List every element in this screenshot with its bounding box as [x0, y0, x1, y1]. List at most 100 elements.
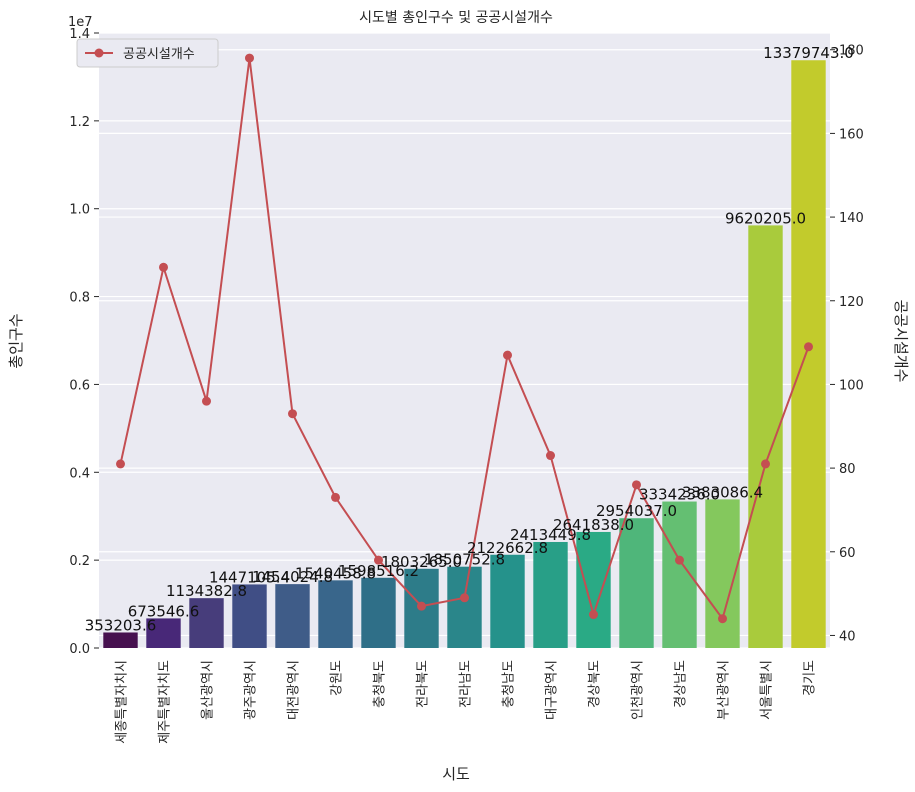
bar-value-label: 2122662.8: [467, 539, 548, 557]
legend-label: 공공시설개수: [123, 47, 195, 62]
y-tick-label: 1.2: [69, 115, 90, 130]
x-tick-label: 서울특별시: [760, 660, 775, 720]
chart-title: 시도별 총인구수 및 공공시설개수: [359, 10, 553, 26]
bar: [791, 60, 826, 648]
bar: [490, 554, 525, 648]
x-tick-label: 제주특별자치도: [158, 660, 173, 744]
y-tick-label: 1.0: [69, 203, 90, 218]
line-points: [116, 53, 813, 624]
x-tick-label: 인천광역시: [631, 660, 646, 720]
bar: [361, 577, 396, 648]
x-tick-label: 대전광역시: [287, 660, 302, 720]
bar-value-label: 1540458.8: [295, 564, 376, 582]
y2-tick-label: 60: [839, 546, 856, 561]
y2-axis-title: 공공시설개수: [892, 300, 910, 383]
y-tick-label: 0.6: [69, 378, 90, 393]
legend: 공공시설개수: [76, 38, 219, 68]
y-tick-label: 0.8: [69, 291, 90, 306]
bar: [662, 501, 697, 648]
line-point: [761, 459, 770, 469]
legend-box: [76, 38, 219, 68]
bar: [447, 566, 482, 648]
y-tick-label: 0.0: [69, 642, 90, 657]
bar: [232, 584, 267, 648]
line-point: [546, 451, 555, 461]
line-point: [374, 555, 383, 565]
line-point: [202, 396, 211, 406]
bar: [275, 584, 310, 648]
x-tick-label: 경상북도: [588, 660, 603, 708]
y-axis-ticks: 0.0 0.2 0.4 0.6 0.8 1.0 1.2 1.4: [69, 27, 99, 657]
y2-tick-label: 80: [839, 462, 856, 477]
line-point: [417, 601, 426, 611]
x-axis-ticks: 세종특별자치시 제주특별자치도 울산광역시 광주광역시 대전광역시 강원도 충청북도 전라북도…: [115, 660, 818, 744]
line-point: [632, 480, 641, 490]
bar: [748, 225, 783, 648]
bar: [705, 499, 740, 648]
y-axis-title: 총인구수: [7, 313, 25, 368]
y-tick-label: 0.2: [69, 554, 90, 569]
bar: [146, 618, 181, 648]
line-point: [804, 342, 813, 352]
line-point: [116, 459, 125, 469]
bar-value-label: 1454024.8: [252, 568, 333, 586]
legend-marker: [94, 48, 104, 58]
line-point: [159, 262, 168, 272]
bar-value-label: 9620205.0: [725, 209, 806, 227]
bar-value-label: 353203.6: [85, 616, 157, 634]
line-point: [589, 610, 598, 620]
line-point: [331, 492, 340, 502]
bar-value-label: 2641838.0: [553, 516, 634, 534]
bar-value-label: 3383086.4: [682, 483, 763, 501]
y2-tick-label: 140: [839, 211, 864, 226]
bar-value-label: 1134382.8: [166, 582, 247, 600]
bar-value-label: 1850752.8: [424, 551, 505, 569]
line-point: [245, 53, 254, 63]
y-axis-offset-text: 1e7: [68, 15, 93, 30]
bar: [533, 541, 568, 648]
y2-tick-label: 40: [839, 629, 856, 644]
x-tick-label: 부산광역시: [717, 660, 732, 720]
bar: [103, 632, 138, 648]
line-point: [675, 555, 684, 565]
x-tick-label: 대구광역시: [545, 660, 560, 720]
line-point: [718, 614, 727, 624]
x-tick-label: 경상남도: [674, 660, 689, 708]
x-tick-label: 광주광역시: [244, 660, 259, 720]
x-axis-title: 시도: [442, 765, 470, 783]
y2-tick-label: 100: [839, 378, 864, 393]
bar: [619, 518, 654, 648]
x-tick-label: 충청남도: [502, 660, 517, 708]
bar-value-label: 3334236.0: [639, 486, 720, 504]
line-point: [288, 409, 297, 419]
bar-value-label: 673546.6: [128, 602, 200, 620]
bar: [576, 531, 611, 648]
x-tick-label: 전라북도: [416, 660, 431, 708]
y2-axis-ticks: 40 60 80 100 120 140 160 180: [830, 44, 864, 644]
y2-tick-label: 120: [839, 295, 864, 310]
x-tick-label: 경기도: [803, 660, 818, 696]
bar-value-label: 2954037.0: [596, 502, 677, 520]
bar-value-label: 1803265.0: [381, 553, 462, 571]
bar: [318, 580, 353, 648]
bar-value-label: 1598516.2: [338, 562, 419, 580]
y2-tick-label: 160: [839, 127, 864, 142]
x-tick-label: 강원도: [330, 660, 345, 696]
x-tick-label: 전라남도: [459, 660, 474, 708]
y-tick-label: 0.4: [69, 466, 90, 481]
x-tick-label: 세종특별자치시: [115, 660, 130, 744]
y-tick-label: 1.4: [69, 27, 90, 42]
line-point: [503, 350, 512, 360]
bars: [103, 60, 826, 648]
bar-value-label: 1447105.4: [209, 568, 290, 586]
bar-value-label: 13379743.0: [763, 44, 854, 62]
x-tick-label: 울산광역시: [201, 660, 216, 720]
y2-tick-label: 180: [839, 44, 864, 59]
bar-value-label: 2413449.8: [510, 526, 591, 544]
bar: [189, 598, 224, 648]
line-point: [460, 593, 469, 603]
x-tick-label: 충청북도: [373, 660, 388, 708]
